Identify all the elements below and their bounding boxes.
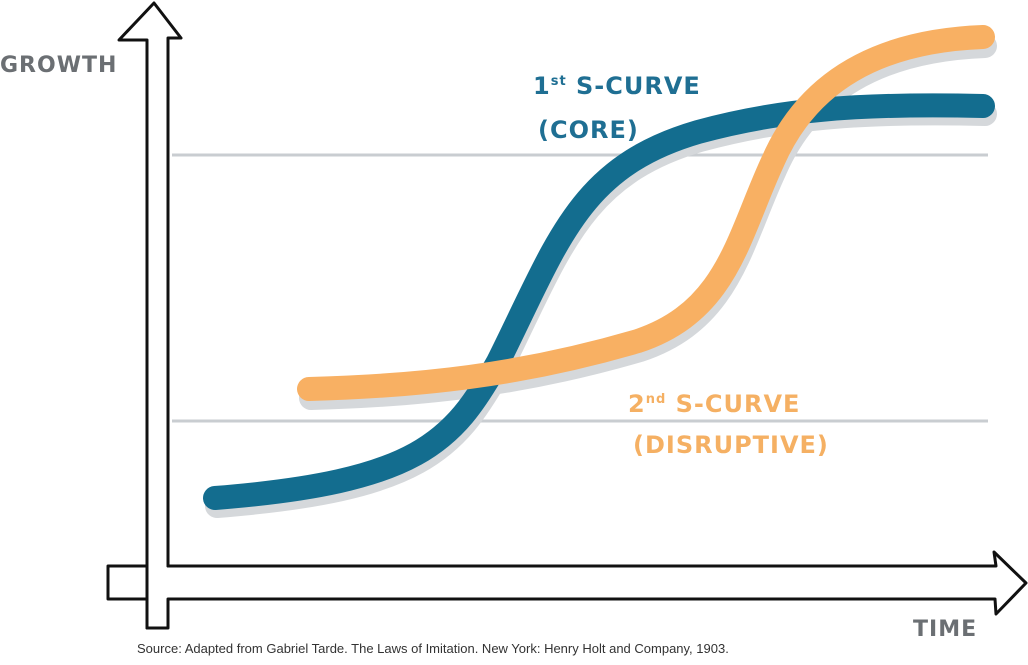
disruptive-curve-label-main: S-CURVE: [666, 390, 800, 418]
core-curve-label-sup: st: [551, 74, 567, 89]
y-axis-arrow: [117, 1, 183, 630]
disruptive-curve-label-num: 2: [628, 390, 646, 418]
disruptive-curve-sublabel: (DISRUPTIVE): [633, 431, 829, 459]
disruptive-curve-label: 2nd S-CURVE: [628, 390, 800, 418]
disruptive-curve-label-sup: nd: [646, 392, 667, 407]
core-curve-label-main: S-CURVE: [567, 72, 701, 100]
disruptive-s-curve: [297, 25, 995, 401]
core-s-curve: [203, 93, 995, 510]
y-axis-label: GROWTH: [0, 53, 117, 78]
core-curve-label-num: 1: [533, 72, 551, 100]
source-citation: Source: Adapted from Gabriel Tarde. The …: [137, 641, 729, 656]
core-curve-sublabel: (CORE): [538, 116, 639, 144]
x-axis-arrow: [106, 550, 1028, 630]
core-curve-label: 1st S-CURVE: [533, 72, 701, 100]
x-axis-label: TIME: [913, 617, 977, 642]
